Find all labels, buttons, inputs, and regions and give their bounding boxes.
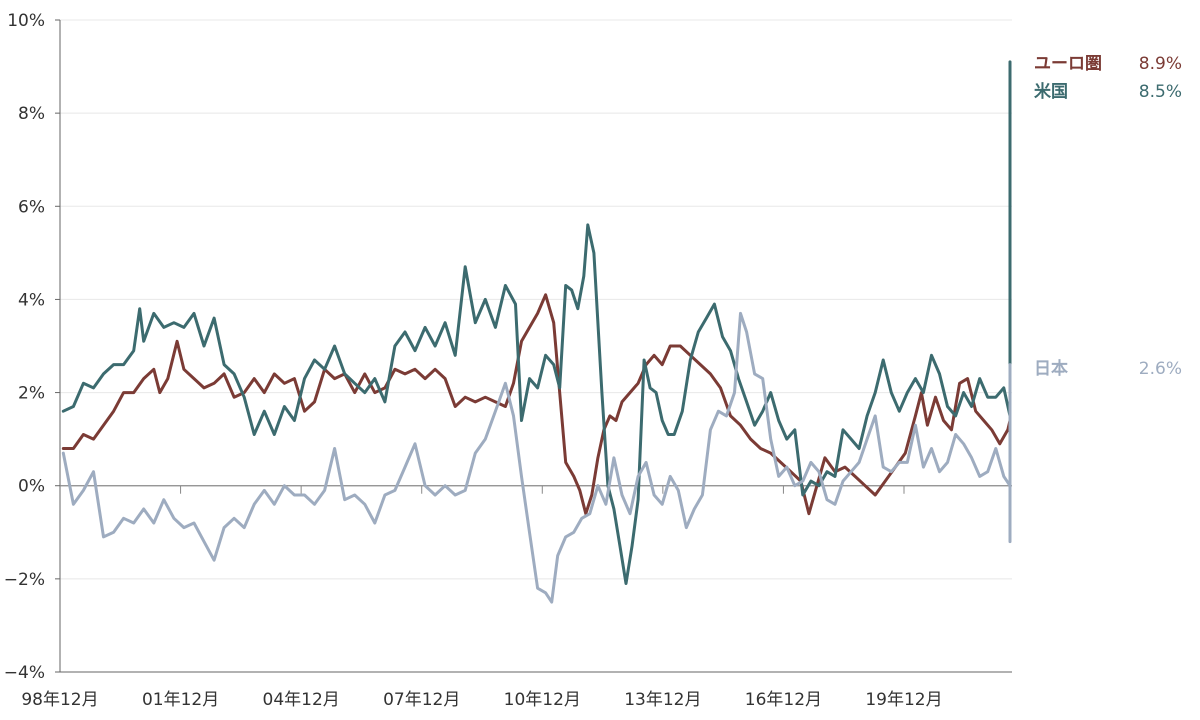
series-lines bbox=[61, 60, 1012, 604]
series-value-label: 8.5% bbox=[1139, 82, 1182, 102]
y-tick-label: 0% bbox=[18, 477, 45, 497]
y-tick-label: 2% bbox=[18, 384, 45, 404]
series-line bbox=[61, 311, 1012, 604]
series-end-labels: ユーロ圏 8.9% 米国 8.5% 日本 2.6% bbox=[1034, 54, 1182, 379]
series-line bbox=[61, 69, 1012, 516]
x-tick-label: 16年12月 bbox=[745, 690, 822, 710]
series-name-label: ユーロ圏 bbox=[1034, 54, 1102, 74]
y-tick-label: −4% bbox=[4, 663, 45, 683]
y-tick-label: 8% bbox=[18, 104, 45, 124]
x-tick-label: 10年12月 bbox=[504, 690, 581, 710]
x-tick-label: 13年12月 bbox=[624, 690, 701, 710]
y-tick-label: 6% bbox=[18, 197, 45, 217]
x-tick-label: 98年12月 bbox=[21, 690, 98, 710]
x-tick-label: 01年12月 bbox=[142, 690, 219, 710]
x-axis-tick-labels: 98年12月 01年12月 04年12月 07年12月 10年12月 13年12月 16年1… bbox=[21, 690, 942, 710]
series-name-label: 日本 bbox=[1034, 358, 1068, 379]
series-name-label: 米国 bbox=[1034, 81, 1068, 102]
x-tick-label: 07年12月 bbox=[383, 690, 460, 710]
y-tick-label: 4% bbox=[18, 290, 45, 310]
series-line bbox=[61, 60, 1012, 585]
x-tick-label: 04年12月 bbox=[263, 690, 340, 710]
series-value-label: 2.6% bbox=[1139, 359, 1182, 379]
series-value-label: 8.9% bbox=[1139, 54, 1182, 74]
axes bbox=[55, 19, 1012, 673]
y-axis-tick-labels: 10% 8% 6% 4% 2% 0% −2% −4% bbox=[4, 11, 45, 683]
grid-lines bbox=[60, 19, 1012, 580]
y-tick-label: −2% bbox=[4, 570, 45, 590]
y-tick-label: 10% bbox=[7, 11, 45, 31]
x-tick-label: 19年12月 bbox=[865, 690, 942, 710]
